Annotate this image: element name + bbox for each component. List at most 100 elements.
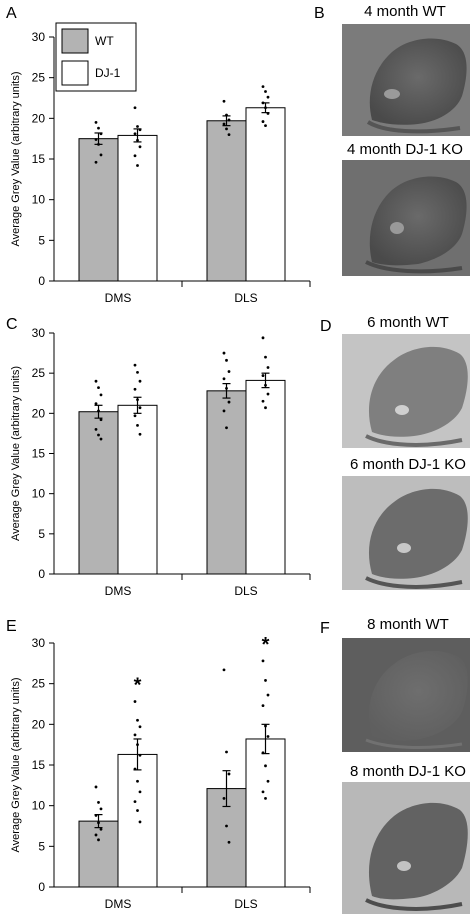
data-point bbox=[264, 764, 267, 768]
data-point bbox=[136, 138, 139, 142]
data-point bbox=[266, 95, 270, 99]
data-point bbox=[227, 400, 231, 404]
x-tick-label: DMS bbox=[105, 291, 132, 305]
y-tick-label: 20 bbox=[32, 717, 46, 731]
brain-section-image bbox=[342, 476, 470, 590]
data-point bbox=[97, 821, 100, 825]
data-point bbox=[133, 700, 137, 703]
data-point bbox=[136, 809, 139, 812]
legend-label: DJ-1 bbox=[95, 66, 121, 80]
data-point bbox=[266, 693, 270, 697]
x-tick-label: DLS bbox=[234, 897, 257, 911]
panel-letter-a: A bbox=[6, 5, 17, 22]
x-tick-label: DLS bbox=[234, 291, 257, 305]
data-point bbox=[97, 838, 100, 842]
bar bbox=[245, 107, 286, 282]
y-axis-label: Average Grey Value (arbitrary units) bbox=[10, 677, 22, 852]
data-point bbox=[264, 383, 267, 387]
data-point bbox=[261, 120, 265, 123]
y-tick-label: 20 bbox=[32, 406, 46, 420]
y-tick-label: 0 bbox=[38, 567, 45, 581]
data-point bbox=[227, 840, 231, 844]
brain-section-image bbox=[342, 160, 470, 276]
data-point bbox=[264, 679, 267, 682]
data-point bbox=[99, 807, 103, 811]
brain-section-image bbox=[342, 638, 470, 752]
significance-star: * bbox=[262, 634, 270, 656]
x-tick-label: DMS bbox=[105, 584, 132, 598]
data-point bbox=[133, 800, 137, 803]
image-caption-top: 8 month WT bbox=[367, 616, 449, 633]
data-point bbox=[264, 90, 267, 93]
data-point bbox=[261, 751, 265, 755]
data-point bbox=[97, 801, 100, 804]
data-point bbox=[261, 85, 265, 89]
y-tick-label: 5 bbox=[38, 839, 45, 853]
data-point bbox=[261, 374, 265, 377]
data-point bbox=[264, 406, 267, 410]
data-point bbox=[97, 142, 100, 146]
y-axis-label: Average Grey Value (arbitrary units) bbox=[10, 71, 22, 246]
data-point bbox=[133, 767, 137, 771]
data-point bbox=[266, 112, 270, 115]
data-point bbox=[222, 351, 226, 355]
bar bbox=[78, 411, 119, 575]
data-point bbox=[94, 402, 98, 406]
data-point bbox=[99, 153, 103, 157]
panel-letter-c: C bbox=[6, 316, 18, 333]
data-point bbox=[225, 387, 228, 390]
panel-letter-f: F bbox=[320, 620, 330, 637]
legend-swatch bbox=[61, 60, 89, 86]
panel-letter-e: E bbox=[6, 618, 17, 635]
data-point bbox=[94, 785, 98, 789]
bar bbox=[117, 753, 158, 888]
legend-swatch bbox=[61, 28, 89, 54]
image-panel-f: F 8 month WT 8 month DJ-1 KO bbox=[320, 616, 470, 914]
image-caption-bottom: 4 month DJ-1 KO bbox=[347, 141, 463, 158]
data-point bbox=[133, 132, 137, 136]
y-tick-label: 30 bbox=[32, 636, 46, 650]
legend-label: WT bbox=[95, 34, 114, 48]
bar bbox=[78, 820, 119, 888]
data-point bbox=[99, 132, 103, 136]
y-tick-label: 5 bbox=[38, 233, 45, 247]
data-point bbox=[97, 409, 100, 413]
data-point bbox=[225, 750, 228, 754]
data-point bbox=[94, 428, 98, 431]
data-point bbox=[227, 118, 231, 122]
data-point bbox=[225, 113, 228, 117]
data-point bbox=[266, 392, 270, 396]
data-point bbox=[261, 790, 265, 794]
data-point bbox=[136, 423, 139, 427]
x-tick-label: DMS bbox=[105, 897, 132, 911]
image-caption-top: 6 month WT bbox=[367, 314, 449, 331]
data-point bbox=[227, 772, 231, 776]
data-point bbox=[266, 779, 270, 783]
data-point bbox=[264, 796, 267, 800]
data-point bbox=[225, 358, 228, 362]
data-point bbox=[264, 355, 267, 359]
data-point bbox=[225, 127, 228, 131]
data-point bbox=[97, 386, 100, 390]
data-point bbox=[264, 106, 267, 110]
data-point bbox=[136, 718, 139, 722]
data-point bbox=[138, 790, 142, 794]
y-tick-label: 25 bbox=[32, 71, 46, 85]
data-point bbox=[261, 704, 265, 708]
data-point bbox=[222, 409, 226, 413]
panel-letter-d: D bbox=[320, 318, 332, 335]
chart-panel-a: A 0 5 10 15 20 25 30 Average Grey Value (arbitr… bbox=[6, 5, 311, 305]
data-point bbox=[138, 379, 142, 383]
bar bbox=[206, 390, 247, 575]
chart-panel-c: C 0 5 10 15 20 25 30 Average Grey Value (arbitr… bbox=[6, 316, 311, 598]
data-point bbox=[136, 164, 139, 167]
data-point bbox=[222, 377, 226, 381]
data-point bbox=[133, 387, 137, 391]
data-point bbox=[136, 743, 139, 747]
data-point bbox=[222, 122, 226, 126]
data-point bbox=[136, 398, 139, 402]
y-tick-label: 15 bbox=[32, 447, 46, 461]
data-point bbox=[222, 796, 226, 800]
data-point bbox=[94, 160, 98, 164]
data-point bbox=[138, 820, 142, 824]
